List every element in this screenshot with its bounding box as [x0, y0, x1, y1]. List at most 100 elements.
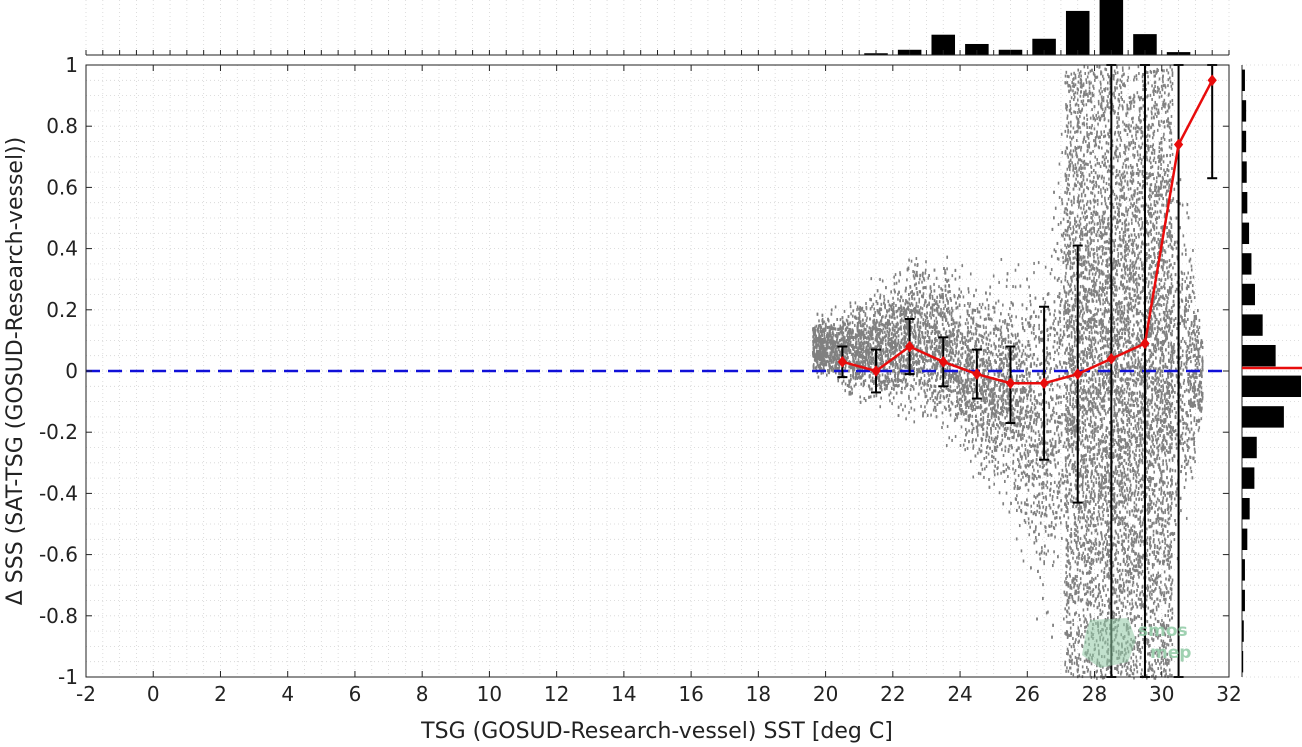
scatter-point — [1051, 498, 1054, 502]
scatter-point — [954, 376, 957, 380]
scatter-point — [988, 435, 991, 439]
scatter-point — [1154, 304, 1157, 308]
scatter-point — [1092, 292, 1094, 296]
scatter-point — [873, 360, 876, 364]
scatter-point — [1009, 316, 1011, 320]
scatter-point — [1135, 453, 1137, 457]
scatter-point — [1154, 350, 1157, 354]
scatter-point — [1174, 429, 1177, 433]
scatter-point — [1108, 408, 1110, 412]
scatter-point — [1193, 291, 1195, 295]
scatter-point — [1107, 327, 1109, 331]
scatter-point — [1134, 207, 1136, 211]
scatter-point — [1171, 428, 1174, 432]
scatter-point — [1033, 331, 1035, 335]
scatter-point — [1133, 574, 1135, 578]
scatter-point — [951, 342, 954, 346]
scatter-point — [1139, 417, 1142, 421]
scatter-point — [823, 354, 826, 358]
scatter-point — [986, 351, 989, 355]
scatter-point — [1016, 484, 1019, 488]
scatter-point — [955, 345, 957, 349]
scatter-point — [876, 328, 879, 332]
scatter-point — [1180, 372, 1183, 376]
scatter-point — [1049, 444, 1052, 448]
scatter-point — [932, 314, 935, 318]
scatter-point — [857, 350, 860, 354]
scatter-point — [863, 382, 866, 386]
scatter-point — [888, 337, 891, 341]
scatter-point — [851, 387, 853, 391]
scatter-point — [989, 380, 991, 384]
scatter-point — [936, 393, 939, 397]
scatter-point — [990, 431, 992, 435]
scatter-point — [924, 391, 926, 395]
scatter-point — [1003, 362, 1005, 366]
scatter-point — [1058, 162, 1061, 166]
scatter-point — [855, 365, 858, 369]
scatter-point — [1189, 257, 1192, 261]
scatter-point — [835, 358, 838, 362]
scatter-point — [946, 267, 948, 271]
scatter-point — [869, 330, 872, 334]
scatter-point — [1046, 292, 1049, 296]
scatter-point — [1045, 468, 1048, 472]
scatter-point — [1070, 320, 1073, 324]
scatter-point — [1155, 367, 1157, 371]
scatter-point — [920, 404, 922, 408]
scatter-point — [1107, 224, 1110, 228]
scatter-point — [1071, 419, 1074, 423]
scatter-point — [1067, 454, 1069, 458]
scatter-point — [875, 335, 877, 339]
scatter-point — [838, 332, 841, 336]
scatter-point — [939, 293, 941, 297]
scatter-point — [1123, 321, 1126, 325]
scatter-point — [1188, 351, 1191, 355]
scatter-point — [1127, 417, 1130, 421]
scatter-point — [915, 360, 917, 364]
scatter-point — [1102, 433, 1104, 437]
scatter-point — [993, 412, 995, 416]
scatter-point — [1044, 265, 1047, 269]
scatter-point — [1172, 304, 1175, 308]
scatter-point — [986, 298, 988, 302]
scatter-point — [1140, 477, 1143, 481]
scatter-point — [1000, 471, 1002, 475]
scatter-point — [947, 301, 949, 305]
scatter-point — [1009, 428, 1012, 432]
scatter-point — [1158, 146, 1161, 150]
scatter-point — [1049, 419, 1051, 423]
scatter-point — [1090, 430, 1093, 434]
scatter-point — [970, 385, 972, 389]
scatter-point — [1079, 340, 1081, 344]
scatter-point — [1010, 422, 1012, 426]
scatter-point — [1014, 468, 1017, 472]
scatter-point — [1162, 177, 1165, 181]
scatter-point — [928, 359, 930, 363]
scatter-point — [1155, 334, 1158, 338]
scatter-point — [980, 443, 983, 447]
scatter-points — [812, 65, 1204, 680]
scatter-point — [869, 342, 871, 346]
scatter-point — [1023, 396, 1025, 400]
scatter-point — [985, 349, 987, 353]
scatter-point — [1181, 287, 1184, 291]
scatter-point — [892, 341, 895, 345]
scatter-point — [980, 334, 982, 338]
scatter-point — [916, 323, 919, 327]
scatter-point — [1043, 482, 1045, 486]
scatter-point — [1084, 428, 1087, 432]
scatter-point — [1167, 517, 1170, 521]
scatter-point — [1024, 352, 1027, 356]
scatter-point — [1175, 400, 1178, 404]
scatter-point — [892, 335, 895, 339]
scatter-point — [1013, 471, 1016, 475]
scatter-point — [911, 296, 913, 300]
scatter-point — [1173, 351, 1175, 355]
scatter-point — [935, 316, 938, 320]
scatter-point — [878, 365, 880, 369]
scatter-point — [848, 335, 851, 339]
scatter-point — [1058, 310, 1061, 314]
scatter-point — [870, 277, 873, 281]
scatter-point — [1116, 453, 1119, 457]
